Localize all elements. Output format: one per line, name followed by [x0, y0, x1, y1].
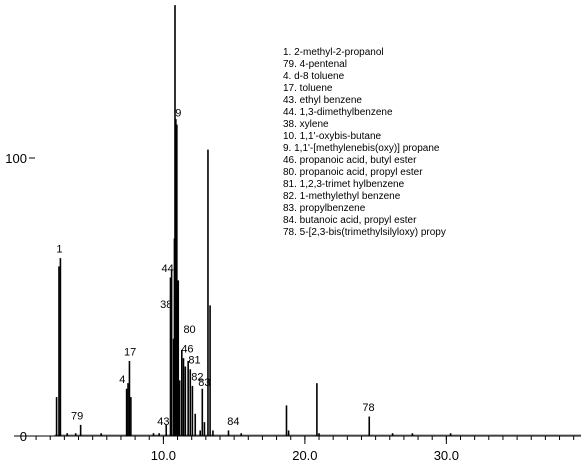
legend-entry: 81. 1,2,3-trimet hylbenzene [283, 179, 405, 190]
legend-entry: 80. propanoic acid, propyl ester [283, 167, 423, 178]
peak-label: 4 [119, 374, 125, 386]
peak-label: 1 [56, 244, 62, 256]
legend-entry: 82. 1-methylethyl benzene [283, 191, 401, 202]
peak-label: 38 [160, 299, 172, 311]
peak-label: 84 [227, 416, 239, 428]
y-tick-label: 0 [20, 429, 27, 444]
x-tick-label: 20.0 [292, 448, 317, 463]
peak-label: 17 [124, 346, 136, 358]
legend-entry: 78. 5-[2,3-bis(trimethylsilyloxy) propy [283, 227, 446, 238]
x-tick-label: 10.0 [151, 448, 176, 463]
legend-entry: 17. toluene [283, 83, 333, 94]
legend-entry: 9. 1,1'-[methylenebis(oxy)] propane [283, 143, 440, 154]
peak-label: 78 [362, 402, 374, 414]
peak-label: 44 [162, 263, 174, 275]
legend-entry: 79. 4-pentenal [283, 59, 347, 70]
peak-label: 79 [71, 410, 83, 422]
legend-entry: 84. butanoic acid, propyl ester [283, 215, 417, 226]
peak-label: 82 [191, 371, 203, 383]
peak-label: 46 [181, 344, 193, 356]
peak-label: 43 [157, 416, 169, 428]
peak-label: 81 [188, 355, 200, 367]
x-tick-label: 30.0 [434, 448, 459, 463]
legend-entry: 1. 2-methyl-2-propanol [283, 47, 384, 58]
peaks-layer [55, 5, 452, 436]
legend-entry: 10. 1,1'-oxybis-butane [283, 131, 382, 142]
legend-entry: 4. d-8 toluene [283, 71, 345, 82]
peak-label: 9 [175, 107, 181, 119]
legend-entry: 44. 1,3-dimethylbenzene [283, 107, 393, 118]
legend-entry: 43. ethyl benzene [283, 95, 362, 106]
y-tick-label: 100 [5, 151, 27, 166]
legend-entry: 46. propanoic acid, butyl ester [283, 155, 417, 166]
x-axis: 10.0 20.0 30.0 0 100 [5, 151, 581, 463]
peak-label: 80 [183, 324, 195, 336]
legend-entry: 38. xylene [283, 119, 329, 130]
peak-label: 83 [198, 377, 210, 389]
legend-entry: 83. propylbenzene [283, 203, 366, 214]
